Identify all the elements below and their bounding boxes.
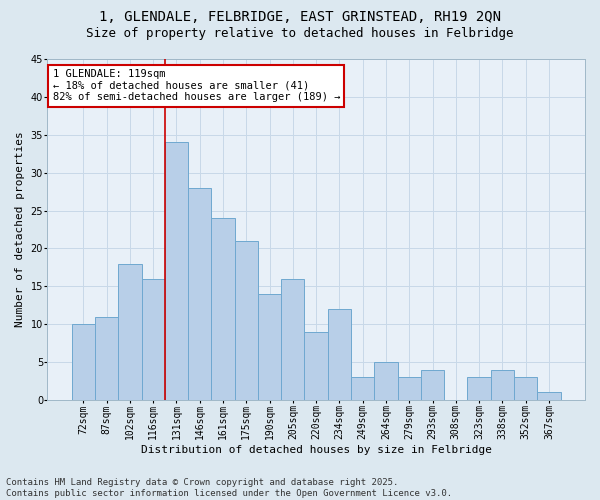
Bar <box>281 279 304 400</box>
Text: 1, GLENDALE, FELBRIDGE, EAST GRINSTEAD, RH19 2QN: 1, GLENDALE, FELBRIDGE, EAST GRINSTEAD, … <box>99 10 501 24</box>
Bar <box>537 392 560 400</box>
Bar <box>374 362 398 400</box>
Bar <box>491 370 514 400</box>
Text: Size of property relative to detached houses in Felbridge: Size of property relative to detached ho… <box>86 28 514 40</box>
Bar <box>328 309 351 400</box>
Bar <box>235 241 258 400</box>
Bar <box>398 378 421 400</box>
Y-axis label: Number of detached properties: Number of detached properties <box>15 132 25 328</box>
Bar <box>421 370 444 400</box>
Bar <box>258 294 281 400</box>
Bar <box>71 324 95 400</box>
Bar <box>165 142 188 400</box>
Bar <box>188 188 211 400</box>
Bar <box>142 279 165 400</box>
Text: Contains HM Land Registry data © Crown copyright and database right 2025.
Contai: Contains HM Land Registry data © Crown c… <box>6 478 452 498</box>
Bar <box>467 378 491 400</box>
Bar <box>95 316 118 400</box>
Bar <box>514 378 537 400</box>
X-axis label: Distribution of detached houses by size in Felbridge: Distribution of detached houses by size … <box>140 445 491 455</box>
Text: 1 GLENDALE: 119sqm
← 18% of detached houses are smaller (41)
82% of semi-detache: 1 GLENDALE: 119sqm ← 18% of detached hou… <box>53 69 340 102</box>
Bar <box>304 332 328 400</box>
Bar <box>211 218 235 400</box>
Bar <box>351 378 374 400</box>
Bar <box>118 264 142 400</box>
